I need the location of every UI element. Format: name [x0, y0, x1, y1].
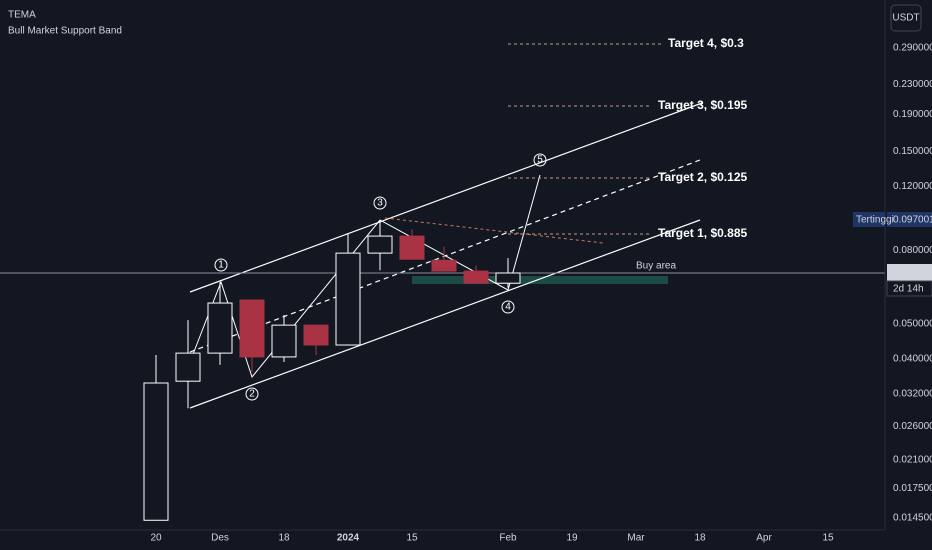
high-price: 0.097001	[893, 215, 932, 226]
high-label: Tertinggi	[856, 215, 894, 226]
last-price-box	[887, 264, 932, 281]
y-tick-label: 0.032000	[893, 389, 932, 400]
high-price-box	[887, 212, 932, 227]
trend-dotted	[384, 217, 604, 244]
y-tick-label: 0.120000	[893, 181, 932, 192]
last-price: 0.069157	[893, 268, 932, 279]
drawings	[0, 0, 932, 531]
x-tick-label: Feb	[499, 533, 517, 544]
channel-upper	[189, 102, 703, 293]
wave-label: 5	[537, 155, 543, 166]
y-tick-label: 0.014500	[893, 513, 932, 524]
chart-subtitle: Bull Market Support Band	[8, 26, 122, 37]
y-tick-label: 0.080000	[893, 245, 932, 256]
x-tick-label: Mar	[627, 533, 645, 544]
currency[interactable]: USDT	[892, 13, 919, 24]
candle-body	[175, 352, 201, 382]
x-tick-label: 2024	[337, 533, 360, 544]
y-tick-label: 0.050000	[893, 319, 932, 330]
candle-body	[143, 382, 169, 521]
x-tick-label: 19	[566, 533, 578, 544]
wave-path	[189, 174, 541, 379]
candle-body	[239, 299, 265, 358]
annotation: Target 1, $0.885	[658, 226, 747, 240]
y-tick-label: 0.017500	[893, 483, 932, 494]
x-tick-label: 18	[694, 533, 706, 544]
countdown: 2d 14h	[893, 284, 924, 295]
chart-title: TEMA	[8, 10, 36, 21]
high-label-box	[853, 212, 885, 227]
candle-body	[463, 270, 489, 284]
wave-circle	[533, 153, 547, 167]
x-tick-label: 18	[278, 533, 290, 544]
x-tick-label: Des	[211, 533, 229, 544]
y-tick-label: 0.026000	[893, 421, 932, 432]
wave-label: 2	[249, 389, 255, 400]
candle-body	[399, 235, 425, 260]
wave-circle	[245, 387, 259, 401]
candle-body	[431, 259, 457, 272]
candle-body	[367, 235, 393, 254]
annotation: Target 3, $0.195	[658, 98, 747, 112]
wave-circle	[373, 196, 387, 210]
candle-body	[303, 324, 329, 346]
candle-body	[495, 272, 521, 284]
candle-body	[335, 252, 361, 346]
wave-circle	[501, 300, 515, 314]
x-tick-label: Apr	[756, 533, 772, 544]
y-tick-label: 0.040000	[893, 354, 932, 365]
wave-label: 1	[218, 260, 224, 271]
x-tick-label: 15	[822, 533, 834, 544]
annotation: Buy area	[636, 261, 676, 272]
x-tick-label: 15	[406, 533, 418, 544]
wave-label: 4	[505, 302, 511, 313]
buy-area-zone	[412, 276, 668, 284]
countdown-box	[886, 280, 932, 297]
channel-lower	[189, 219, 701, 409]
currency-box[interactable]	[890, 4, 922, 32]
wave-label: 3	[377, 198, 383, 209]
y-tick-label: 0.021000	[893, 455, 932, 466]
x-tick-label: 20	[150, 533, 162, 544]
y-tick-label: 0.290000	[893, 43, 932, 54]
y-tick-label: 0.190000	[893, 109, 932, 120]
y-tick-label: 0.150000	[893, 146, 932, 157]
wave-circle	[214, 258, 228, 272]
candle-body	[207, 302, 233, 354]
y-tick-label: 0.230000	[893, 79, 932, 90]
annotation: Target 2, $0.125	[658, 170, 747, 184]
annotation: Target 4, $0.3	[668, 36, 744, 50]
candle-body	[271, 324, 297, 358]
